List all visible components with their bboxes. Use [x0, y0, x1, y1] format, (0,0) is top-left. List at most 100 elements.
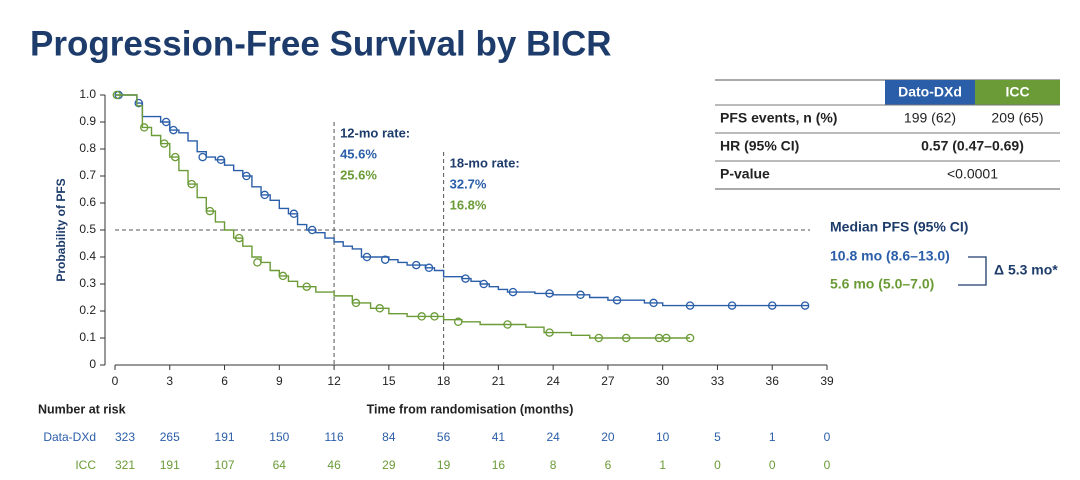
table-row-label: PFS events, n (%): [720, 110, 837, 126]
table-cell: <0.0001: [947, 166, 998, 182]
risk-value: 265: [160, 430, 180, 444]
risk-row-name: Data-DXd: [43, 430, 96, 444]
censor-mark: [727, 301, 737, 310]
x-tick-label: 3: [166, 374, 173, 388]
risk-row-name: ICC: [75, 458, 96, 472]
risk-value: 41: [492, 430, 506, 444]
annotation-value: 16.8%: [450, 197, 487, 212]
risk-value: 150: [269, 430, 289, 444]
censor-mark: [649, 298, 658, 308]
x-tick-label: 33: [711, 374, 725, 388]
annotation-label: 18-mo rate:: [450, 155, 520, 170]
censor-mark: [161, 117, 171, 127]
risk-value: 16: [492, 458, 506, 472]
risk-value: 116: [325, 430, 344, 444]
censor-mark: [662, 333, 671, 343]
censor-mark: [234, 233, 244, 243]
y-axis-label: Probability of PFS: [54, 178, 68, 281]
risk-value: 8: [550, 458, 557, 472]
censor-mark: [508, 287, 518, 297]
censor-mark: [800, 301, 810, 310]
risk-value: 46: [327, 458, 341, 472]
censor-mark: [169, 125, 178, 135]
survival-curve: [115, 94, 809, 307]
censor-mark: [612, 295, 622, 305]
median-row: 10.8 mo (8.6–13.0): [830, 248, 950, 264]
y-tick-label: 0.1: [79, 330, 96, 344]
x-axis-label: Time from randomisation (months): [367, 402, 574, 416]
risk-value: 84: [382, 430, 396, 444]
median-difference: Δ 5.3 mo*: [994, 262, 1058, 278]
x-tick-label: 30: [656, 374, 670, 388]
censor-mark: [767, 301, 777, 310]
risk-value: 1: [769, 430, 776, 444]
risk-value: 29: [382, 458, 396, 472]
y-tick-label: 0.8: [79, 141, 96, 155]
risk-value: 6: [605, 458, 612, 472]
x-tick-label: 24: [546, 374, 560, 388]
y-tick-label: 0.2: [79, 303, 96, 317]
table-header: Dato-DXd: [898, 84, 962, 100]
censor-mark: [362, 252, 372, 262]
x-tick-label: 39: [820, 374, 834, 388]
censor-mark: [134, 98, 143, 108]
x-tick-label: 12: [327, 374, 341, 388]
table-header: ICC: [1005, 84, 1029, 100]
risk-value: 5: [714, 430, 721, 444]
y-tick-label: 0.3: [79, 276, 96, 290]
censor-mark: [242, 171, 251, 181]
censor-mark: [545, 328, 554, 337]
censor-mark: [302, 282, 311, 291]
censor-mark: [139, 123, 149, 132]
risk-value: 323: [115, 430, 135, 444]
bracket: [958, 256, 987, 286]
annotation-value: 32.7%: [450, 176, 487, 191]
y-tick-label: 0: [89, 357, 96, 371]
annotation-label: 12-mo rate:: [340, 125, 410, 140]
censor-mark: [351, 298, 361, 308]
risk-value: 64: [273, 458, 287, 472]
censor-mark: [576, 290, 585, 300]
censor-mark: [253, 258, 262, 267]
censor-mark: [621, 333, 631, 343]
censor-mark: [160, 139, 169, 148]
risk-value: 0: [769, 458, 776, 472]
censor-mark: [380, 255, 390, 264]
annotation-value: 25.6%: [340, 167, 377, 182]
risk-value: 191: [215, 430, 235, 444]
risk-title: Number at risk: [38, 402, 126, 416]
risk-value: 0: [824, 430, 831, 444]
risk-value: 321: [115, 458, 135, 472]
annotation-value: 45.6%: [340, 146, 377, 161]
median-row: 5.6 mo (5.0–7.0): [830, 276, 934, 292]
risk-value: 0: [824, 458, 831, 472]
y-tick-label: 0.5: [79, 222, 96, 236]
x-tick-label: 27: [601, 374, 615, 388]
censor-mark: [375, 304, 384, 313]
censor-mark: [685, 301, 695, 310]
y-tick-label: 0.7: [79, 168, 96, 182]
table-row-label: P-value: [720, 166, 770, 182]
censor-mark: [424, 263, 434, 273]
table-row-label: HR (95% CI): [720, 138, 799, 154]
censor-mark: [205, 206, 215, 216]
y-tick-label: 0.9: [79, 114, 96, 128]
censor-mark: [417, 312, 426, 321]
x-tick-label: 21: [492, 374, 506, 388]
censor-mark: [187, 179, 196, 189]
risk-value: 10: [656, 430, 670, 444]
y-tick-label: 1.0: [79, 87, 96, 101]
censor-mark: [503, 320, 512, 329]
x-tick-label: 18: [437, 374, 451, 388]
censor-mark: [545, 289, 554, 298]
censor-mark: [170, 152, 180, 162]
table-cell: 199 (62): [904, 110, 956, 126]
censor-mark: [411, 260, 421, 270]
censor-mark: [594, 333, 604, 343]
censor-mark: [461, 274, 470, 283]
censor-mark: [685, 333, 695, 343]
censor-mark: [289, 209, 299, 219]
y-tick-label: 0.4: [79, 249, 96, 263]
censor-mark: [479, 279, 489, 289]
